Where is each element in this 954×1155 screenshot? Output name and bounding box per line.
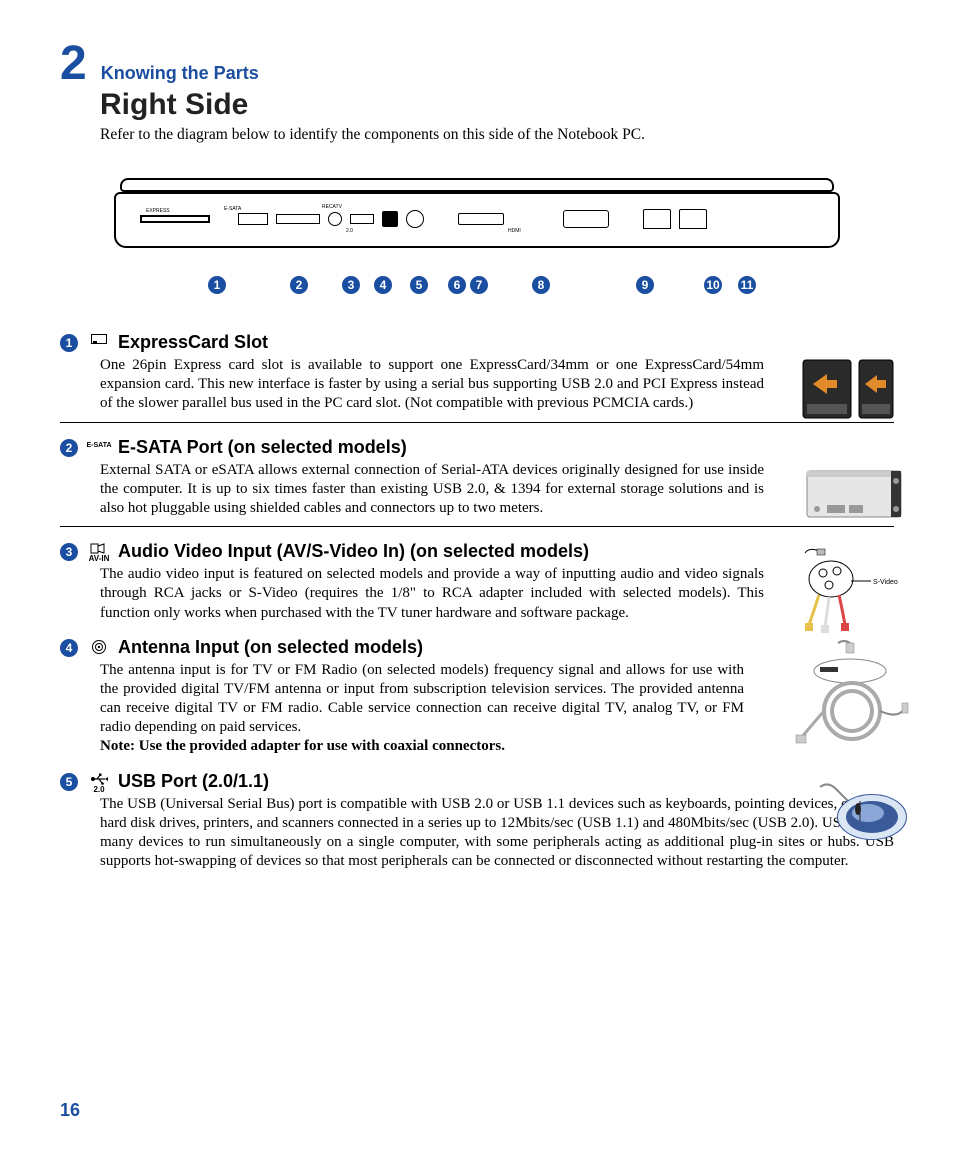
expresscard-slot-icon [82,334,116,347]
port-label: RECATV [322,204,342,210]
antenna-thumb [780,637,920,747]
mouse-thumb [814,781,914,845]
callout-11: 11 [738,276,756,294]
chapter-number: 2 [60,40,87,88]
item-body: One 26pin Express card slot is available… [100,356,894,414]
callout-3: 3 [342,276,360,294]
port-label: EXPRESS [146,208,170,214]
side-diagram: EXPRESS E-SATA RECATV 2.0 [100,170,854,298]
port-label: E-SATA [224,206,241,212]
item-body: External SATA or eSATA allows external c… [100,461,894,519]
callout-5: 5 [410,276,428,294]
item-number: 2 [60,439,78,457]
page-number: 16 [60,1100,80,1121]
callout-4: 4 [374,276,392,294]
callout-1: 1 [208,276,226,294]
item-number: 1 [60,334,78,352]
item-body: The audio video input is featured on sel… [100,565,894,623]
item-title: Audio Video Input (AV/S-Video In) (on se… [118,541,894,562]
separator [60,422,894,423]
svg-text:S-Video: S-Video [873,579,898,586]
item-title: Antenna Input (on selected models) [118,637,894,658]
item-number: 3 [60,543,78,561]
chapter-title: Knowing the Parts [101,63,259,84]
item-list: 1 ExpressCard Slot One 26pin Express car… [60,332,894,871]
av-cable-thumb: S-Video [799,543,914,633]
av-in-icon: AV-IN [82,543,116,563]
diagram-callouts: 1 2 3 4 5 6 7 8 9 10 11 [100,276,854,298]
item-title: USB Port (2.0/1.1) [118,771,894,792]
separator [60,526,894,527]
port-label: HDMI [508,228,521,234]
usb-icon: 2.0 [82,773,116,794]
esata-icon: E-SATA [82,442,116,449]
item-number: 5 [60,773,78,791]
item-esata: 2 E-SATA E-SATA Port (on selected models… [60,437,894,528]
port-label: 2.0 [346,228,353,234]
callout-6: 6 [448,276,466,294]
esata-thumb [799,459,914,531]
manual-page: 2 Knowing the Parts Right Side Refer to … [0,0,954,1155]
item-usb: 5 2.0 USB Port (2.0/1.1) The USB (Univer… [60,771,894,872]
item-body: The antenna input is for TV or FM Radio … [100,661,894,757]
callout-9: 9 [636,276,654,294]
section-title: Right Side [100,88,894,122]
item-antenna: 4 Antenna Input (on selected models) The… [60,637,894,757]
section-intro: Refer to the diagram below to identify t… [100,126,894,144]
expresscard-thumb [799,354,914,426]
item-expresscard: 1 ExpressCard Slot One 26pin Express car… [60,332,894,423]
item-body: The USB (Universal Serial Bus) port is c… [100,795,894,872]
item-avinput: 3 AV-IN Audio Video Input (AV/S-Video In… [60,541,894,623]
item-number: 4 [60,639,78,657]
item-title: ExpressCard Slot [118,332,894,353]
callout-7: 7 [470,276,488,294]
antenna-icon [82,639,116,656]
callout-10: 10 [704,276,722,294]
callout-8: 8 [532,276,550,294]
chapter-header: 2 Knowing the Parts [60,40,894,88]
callout-2: 2 [290,276,308,294]
item-title: E-SATA Port (on selected models) [118,437,894,458]
